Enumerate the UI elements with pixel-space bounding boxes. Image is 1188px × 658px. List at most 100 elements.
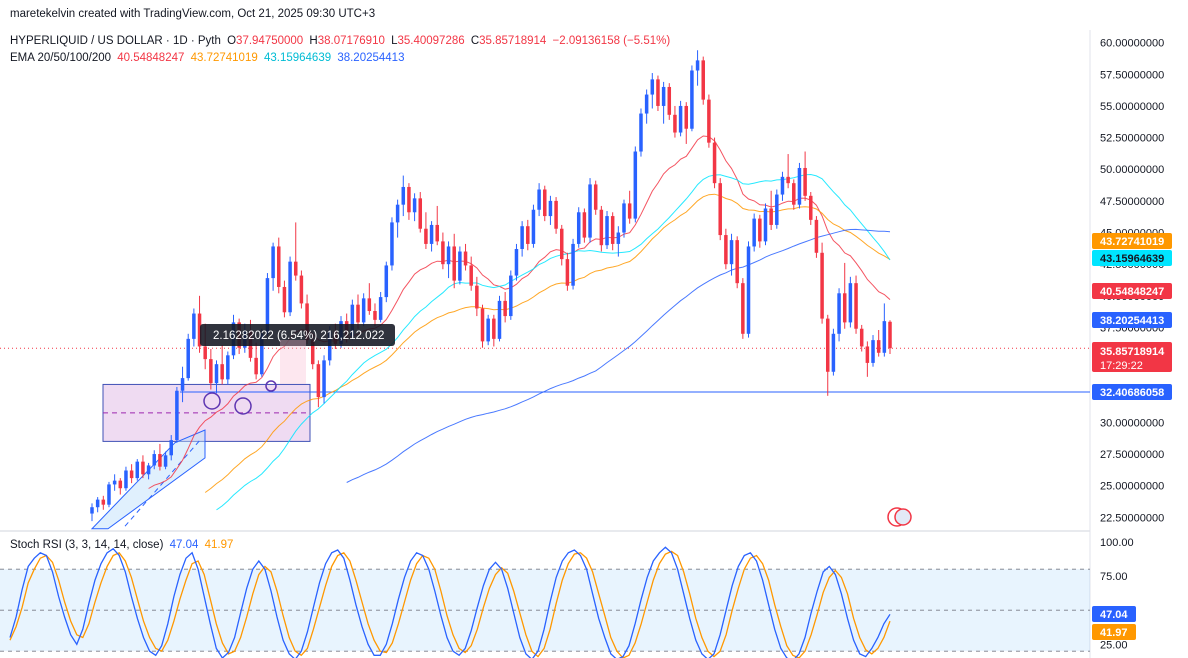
candle [180,366,185,403]
candle [452,233,456,289]
candle [820,242,824,324]
candle [667,83,672,120]
candle-body [854,283,858,329]
candle [175,386,179,443]
change-value: −2.09136158 (−5.51%) [552,35,671,47]
candle-body [792,183,796,205]
candle [622,199,626,238]
candle-body [588,184,592,238]
ema200-value: 38.20254413 [337,52,405,64]
stoch-d-badge: 41.97 [1100,627,1128,639]
last-price-badge: 35.85718914 [1100,346,1165,358]
candle [837,288,841,342]
candle-body [514,248,519,276]
candle [361,293,366,327]
candle [146,462,151,480]
candle [107,481,111,508]
support-badge-bg [1092,383,1172,400]
candle [656,75,660,112]
candle-body [197,313,202,347]
candle-body [842,293,847,323]
ema20-line [148,135,891,489]
candle-body [152,454,157,466]
flag-icon [894,508,912,526]
stoch-d-value: 41.97 [204,539,234,551]
candle [724,228,728,270]
candle-body [452,246,456,281]
candle-body [418,198,423,229]
candle [401,175,406,217]
candle [124,466,128,491]
candle-body [616,232,621,244]
candle [412,193,417,222]
ema100-badge: 43.15964639 [1100,253,1164,265]
stoch-k-badge: 47.04 [1100,609,1128,621]
close-label: C [470,35,480,47]
stoch-label[interactable]: Stoch RSI (3, 3, 14, 14, close) [10,539,164,551]
candle [814,216,819,258]
candle [871,335,875,367]
candle [277,237,281,294]
candle-body [509,275,513,317]
candle-body [356,304,360,323]
open-value: 37.94750000 [236,35,304,47]
candle [503,292,507,323]
candle [197,295,202,353]
measure-tooltip: 2.16282022 (6.54%) 216,212.022 [213,330,384,342]
candle-body [548,200,553,217]
candle-body [871,340,875,363]
candle [786,154,790,189]
candle-body [124,470,128,489]
candle-body [129,470,134,479]
candle-body [265,278,270,334]
ema100-badge-bg [1092,250,1172,266]
candle-body [107,484,111,505]
candle [497,295,502,342]
candle-body [627,203,632,219]
candle [876,330,881,357]
candle [758,214,762,248]
candle [186,333,190,381]
candle-body [644,94,649,114]
candle-body [554,200,558,229]
candle-body [605,216,609,246]
candle-body [543,189,547,217]
candle [741,278,745,339]
candle-body [226,355,230,380]
candle [559,224,564,266]
candle-body [186,338,190,379]
price-tick-label: 50.00000000 [1100,164,1164,176]
candle [407,183,411,220]
candle-body [724,235,728,265]
stoch-d-line [9,550,891,658]
candle [469,256,473,291]
candle-body [158,454,162,467]
ema50-badge-bg [1092,233,1172,249]
candle [792,179,796,210]
candle-body [735,240,739,284]
candle-body [882,321,887,353]
candle-body [424,228,428,244]
ema-label[interactable]: EMA 20/50/100/200 [10,52,112,64]
symbol-label[interactable]: HYPERLIQUID / US DOLLAR · 1D · Pyth [10,35,221,47]
candle [633,146,638,223]
candle-body [180,378,185,391]
candle-body [163,455,168,467]
candle [684,102,689,144]
candle-body [775,194,779,225]
candle-body [741,283,745,334]
candle-body [384,265,389,298]
candle [509,270,513,320]
ema200-badge-bg [1092,312,1172,328]
candle [293,222,298,281]
stoch-k-line [9,546,891,658]
candle-body [95,499,100,508]
candle [610,212,615,251]
open-label: O [227,35,237,47]
candle [390,217,394,271]
candle [214,360,219,394]
candle-body [831,333,836,372]
candle [729,233,734,276]
support-badge: 32.40686058 [1100,387,1164,399]
